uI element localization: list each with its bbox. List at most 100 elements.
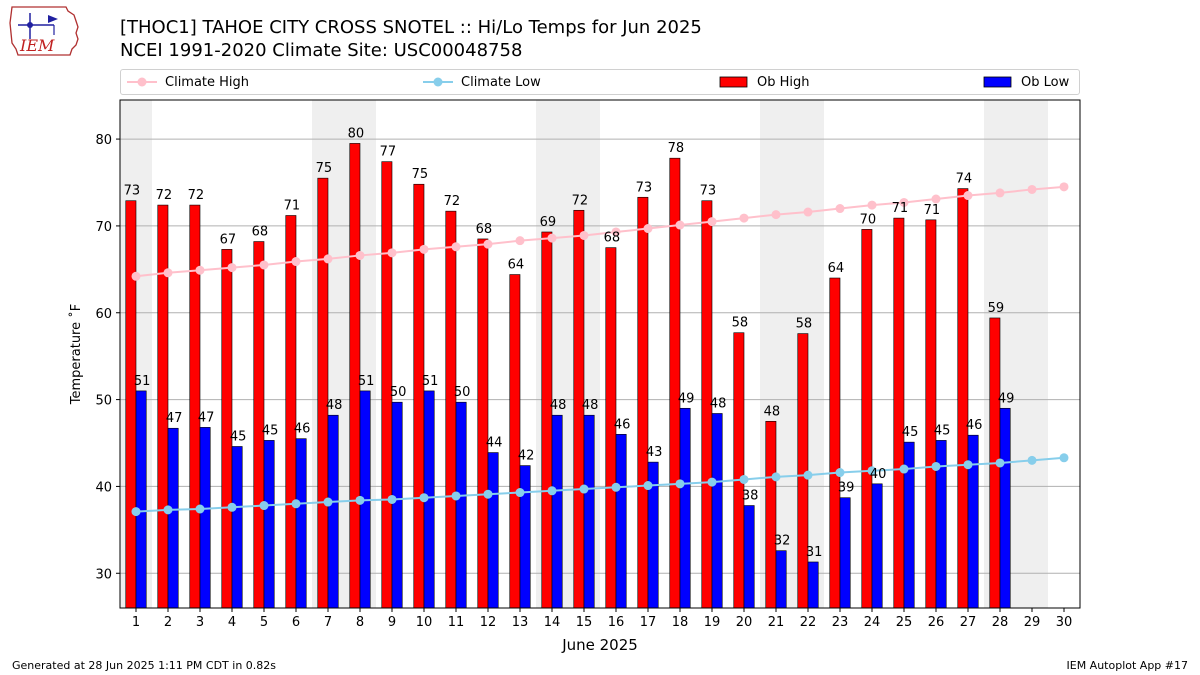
legend-bar-swatch-icon [983,76,1012,88]
ob-low-bar [455,401,467,609]
x-tick-label: 11 [448,615,465,630]
climate-low-point [963,460,973,470]
legend: Climate High Climate Low Ob High Ob Low [120,69,1080,95]
climate-low-line [135,456,1065,513]
climate-low-point [995,458,1005,468]
climate-high-point [387,248,397,258]
ob-high-label: 75 [316,161,333,176]
ob-low-label: 48 [326,398,343,413]
plot-frame [119,99,1081,609]
ob-low-bar [839,497,851,609]
ob-high-label: 77 [380,145,397,160]
climate-high-point [707,217,717,227]
x-tick-label: 14 [544,615,561,630]
y-tick-label: 60 [95,307,112,322]
ob-high-bar [477,238,489,609]
ob-low-bar [743,505,755,609]
x-tick-label: 15 [576,615,593,630]
climate-high-point [483,239,493,249]
climate-low-point [867,466,877,476]
y-tick-label: 30 [95,567,112,582]
ob-high-bar [957,188,969,609]
x-tick-label: 3 [196,615,204,630]
ob-low-bar [679,407,691,609]
ob-low-label: 51 [358,374,375,389]
ob-low-label: 46 [294,422,311,437]
legend-line-marker-icon [423,77,453,87]
x-tick-label: 12 [480,615,497,630]
ob-high-bar [829,277,841,609]
climate-low-point [707,477,717,487]
climate-high-point [835,204,845,214]
climate-low-point [355,495,365,505]
climate-high-point [1059,182,1069,192]
climate-high-point [547,233,557,243]
ob-low-label: 46 [614,417,631,432]
ob-high-label: 71 [284,198,301,213]
x-tick-label: 19 [704,615,721,630]
x-tick-label: 5 [260,615,268,630]
ob-low-label: 50 [454,385,471,400]
ob-high-label: 59 [988,301,1005,316]
climate-low-point [515,488,525,498]
ob-high-bar [925,219,937,609]
legend-item-ob-low: Ob Low [983,70,1069,94]
climate-high-point [195,265,205,275]
ob-low-label: 47 [198,410,215,425]
legend-label: Climate Low [461,74,541,90]
ob-low-bar [135,390,147,609]
x-tick-label: 13 [512,615,529,630]
ob-high-label: 69 [540,215,557,230]
x-tick-label: 16 [608,615,625,630]
legend-label: Ob Low [1021,74,1070,90]
x-tick-label: 29 [1024,615,1041,630]
ob-low-label: 45 [230,429,247,444]
climate-low-point [643,481,653,491]
ob-high-bar [125,200,137,609]
x-tick-label: 1 [132,615,140,630]
climate-high-point [131,271,141,281]
ob-low-label: 42 [518,449,535,464]
climate-low-point [195,504,205,514]
legend-item-climate-high: Climate High [127,70,249,94]
x-tick-label: 28 [992,615,1009,630]
x-tick-label: 24 [864,615,881,630]
ob-low-label: 45 [902,425,919,440]
climate-low-point [451,491,461,501]
climate-low-point [227,502,237,512]
footer-app: IEM Autoplot App #17 [1066,659,1189,672]
y-tick-label: 40 [95,480,112,495]
climate-high-point [451,242,461,252]
ob-low-bar [263,440,275,609]
ob-high-label: 74 [956,172,973,187]
x-tick-label: 30 [1056,615,1073,630]
ob-low-label: 39 [838,481,855,496]
ob-high-label: 64 [828,261,845,276]
y-axis-label: Temperature ˚F [68,304,84,405]
climate-high-point [515,236,525,246]
ob-high-label: 71 [892,201,909,216]
x-tick-label: 23 [832,615,849,630]
x-tick-label: 20 [736,615,753,630]
ob-high-label: 58 [732,316,749,331]
ob-high-bar [285,215,297,609]
climate-high-point [227,263,237,273]
climate-high-point [259,260,269,270]
climate-high-point [867,200,877,210]
ob-low-bar [519,465,531,609]
ob-high-label: 80 [348,126,365,141]
ob-low-label: 48 [710,396,727,411]
ob-low-label: 38 [742,489,759,504]
logo-text: IEM [19,36,55,55]
ob-high-label: 71 [924,203,941,218]
ob-high-label: 78 [668,141,685,156]
climate-low-point [771,472,781,482]
ob-high-label: 75 [412,167,429,182]
climate-high-point [355,250,365,260]
ob-low-label: 50 [390,385,407,400]
climate-high-point [995,188,1005,198]
climate-low-point [931,461,941,471]
ob-low-label: 51 [134,374,151,389]
climate-high-point [643,224,653,234]
